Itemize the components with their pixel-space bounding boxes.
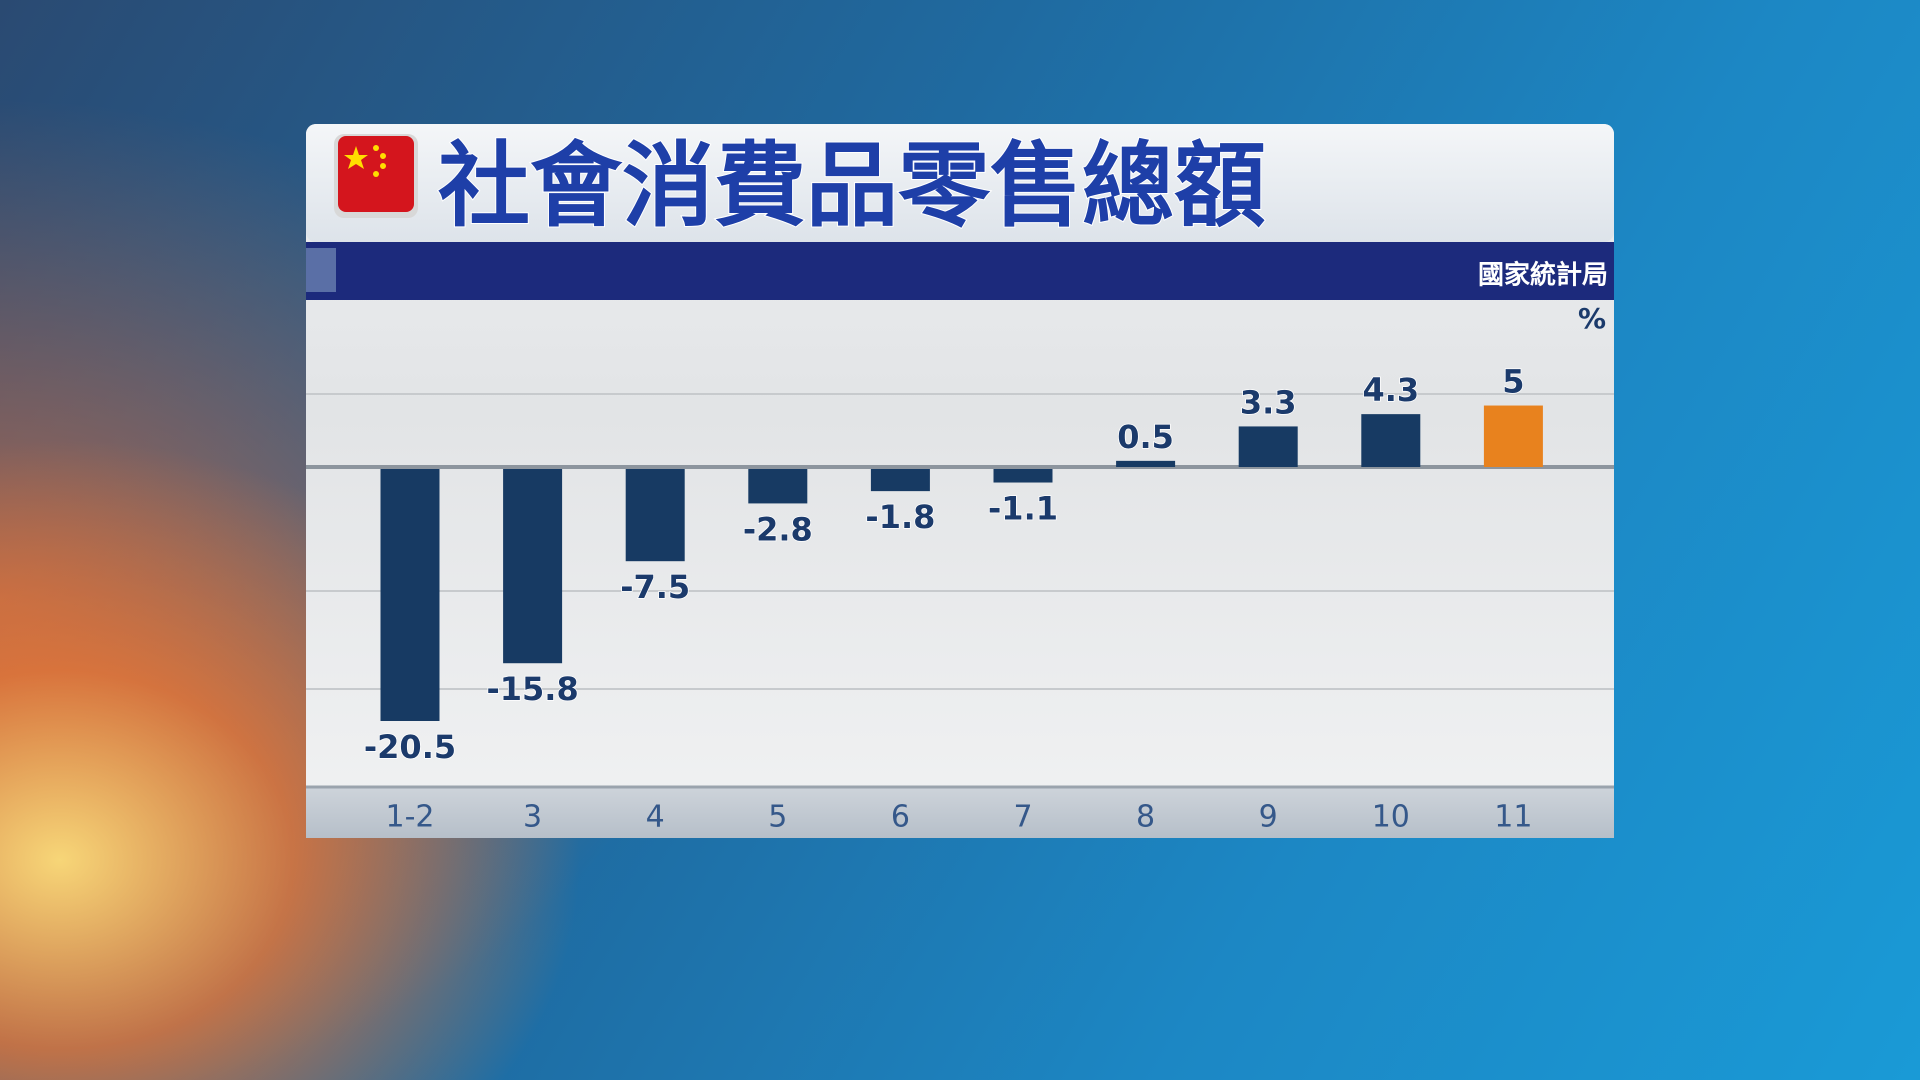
value-label: 3.3 bbox=[1240, 383, 1297, 421]
source: 國家統計局 bbox=[1478, 260, 1608, 291]
flag-star bbox=[373, 145, 379, 151]
value-label: -1.8 bbox=[865, 498, 935, 536]
bar bbox=[503, 469, 563, 664]
bar bbox=[1116, 460, 1176, 467]
band-accent bbox=[306, 248, 336, 292]
flag-star bbox=[344, 146, 368, 169]
value-label: -20.5 bbox=[364, 728, 456, 766]
flag-star bbox=[373, 171, 379, 177]
flag-star bbox=[380, 163, 386, 169]
bar bbox=[380, 469, 440, 721]
bar bbox=[1483, 405, 1543, 467]
x-tick-label: 6 bbox=[891, 800, 910, 835]
value-label: 5 bbox=[1502, 363, 1524, 401]
value-label: -2.8 bbox=[743, 510, 813, 548]
panel-bg bbox=[306, 124, 1614, 838]
source-band bbox=[306, 242, 1614, 300]
x-tick-label: 1-2 bbox=[386, 800, 435, 835]
x-tick-label: 9 bbox=[1259, 800, 1278, 835]
flag bbox=[334, 134, 418, 218]
value-label: 0.5 bbox=[1117, 418, 1174, 456]
value-label: -7.5 bbox=[620, 568, 690, 606]
value-label: -1.1 bbox=[988, 490, 1058, 528]
x-tick-label: 7 bbox=[1013, 800, 1032, 835]
value-label: -15.8 bbox=[486, 670, 578, 708]
x-tick-label: 3 bbox=[523, 800, 542, 835]
x-tick-label: 5 bbox=[768, 800, 787, 835]
panel bbox=[306, 124, 1614, 838]
chart-title: 社會消費品零售總額 bbox=[438, 132, 1266, 239]
x-tick-label: 8 bbox=[1136, 800, 1155, 835]
bar bbox=[625, 469, 685, 562]
bar bbox=[1361, 414, 1421, 467]
flag-star bbox=[380, 153, 386, 159]
x-tick-label: 4 bbox=[646, 800, 665, 835]
title-band bbox=[306, 124, 1614, 242]
bar bbox=[748, 469, 808, 504]
bar bbox=[1238, 426, 1298, 467]
unit: % bbox=[1578, 302, 1606, 335]
x-tick-label: 10 bbox=[1372, 800, 1410, 835]
bar bbox=[870, 469, 930, 492]
bar bbox=[993, 469, 1053, 483]
value-label: 4.3 bbox=[1362, 371, 1419, 409]
x-tick-label: 11 bbox=[1494, 800, 1532, 835]
axis-band bbox=[306, 788, 1614, 838]
